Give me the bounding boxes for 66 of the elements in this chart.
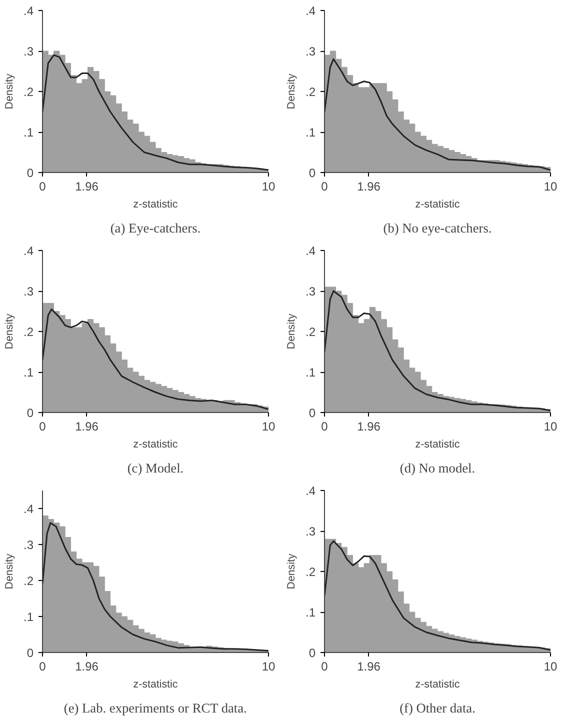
x-axis-title: z-statistic — [415, 678, 460, 690]
x-axis-title: z-statistic — [133, 678, 178, 690]
y-tick-label: 0 — [26, 646, 34, 660]
text: (d) No model. — [400, 460, 476, 476]
x-tick-label: 0 — [321, 660, 328, 674]
y-tick-label: .1 — [23, 126, 34, 140]
y-tick-label: 0 — [308, 166, 316, 180]
x-tick-label: 1.96 — [75, 180, 99, 194]
y-axis-title: Density — [3, 553, 16, 590]
x-axis-title: z-statistic — [415, 198, 460, 210]
y-tick-label: .1 — [305, 126, 316, 140]
x-tick-label: 10 — [544, 660, 558, 674]
x-tick-label: 10 — [544, 180, 558, 194]
y-tick-label: .4 — [305, 484, 316, 498]
y-tick-label: .1 — [23, 610, 34, 624]
text: (f) Other data. — [400, 700, 476, 716]
y-tick-label: 0 — [308, 646, 316, 660]
y-tick-label: .2 — [305, 565, 316, 579]
x-axis-title: z-statistic — [133, 198, 178, 210]
y-tick-label: .3 — [305, 284, 316, 298]
x-tick-label: 0 — [39, 660, 46, 674]
text: (b) No eye-catchers. — [383, 220, 492, 236]
y-tick-label: 0 — [308, 406, 316, 420]
y-tick-label: .3 — [23, 44, 34, 58]
y-tick-label: .1 — [305, 606, 316, 620]
x-tick-label: 10 — [544, 420, 558, 434]
y-axis-title: Density — [3, 73, 16, 110]
text: (e) Lab. experiments or RCT data. — [64, 700, 247, 716]
y-tick-label: .4 — [305, 4, 316, 18]
y-tick-label: .1 — [305, 366, 316, 380]
x-tick-label: 1.96 — [357, 660, 381, 674]
y-tick-label: .2 — [305, 85, 316, 99]
x-tick-label: 10 — [262, 660, 276, 674]
x-tick-label: 10 — [262, 420, 276, 434]
x-tick-label: 10 — [262, 180, 276, 194]
x-tick-label: 0 — [39, 180, 46, 194]
x-axis-title: z-statistic — [133, 438, 178, 450]
y-tick-label: .4 — [23, 4, 34, 18]
x-tick-label: 0 — [321, 420, 328, 434]
x-tick-label: 1.96 — [75, 660, 99, 674]
y-tick-label: 0 — [26, 406, 34, 420]
x-tick-label: 0 — [321, 180, 328, 194]
y-axis-title: Density — [285, 73, 298, 110]
y-tick-label: .4 — [23, 244, 34, 258]
y-tick-label: 0 — [26, 166, 34, 180]
y-tick-label: .4 — [23, 502, 34, 516]
x-tick-label: 1.96 — [75, 420, 99, 434]
text: (c) Model. — [127, 460, 184, 476]
y-axis-title: Density — [285, 553, 298, 590]
y-tick-label: .2 — [23, 85, 34, 99]
y-tick-label: .3 — [305, 44, 316, 58]
y-tick-label: .3 — [23, 538, 34, 552]
x-tick-label: 0 — [39, 420, 46, 434]
x-tick-label: 1.96 — [357, 180, 381, 194]
y-tick-label: .2 — [23, 325, 34, 339]
y-tick-label: .1 — [23, 366, 34, 380]
x-axis-title: z-statistic — [415, 438, 460, 450]
y-tick-label: .2 — [23, 574, 34, 588]
text: (a) Eye-catchers. — [110, 220, 201, 236]
y-tick-label: .3 — [23, 284, 34, 298]
x-tick-label: 1.96 — [357, 420, 381, 434]
y-tick-label: .2 — [305, 325, 316, 339]
y-axis-title: Density — [285, 313, 298, 350]
y-tick-label: .3 — [305, 524, 316, 538]
y-axis-title: Density — [3, 313, 16, 350]
y-tick-label: .4 — [305, 244, 316, 258]
